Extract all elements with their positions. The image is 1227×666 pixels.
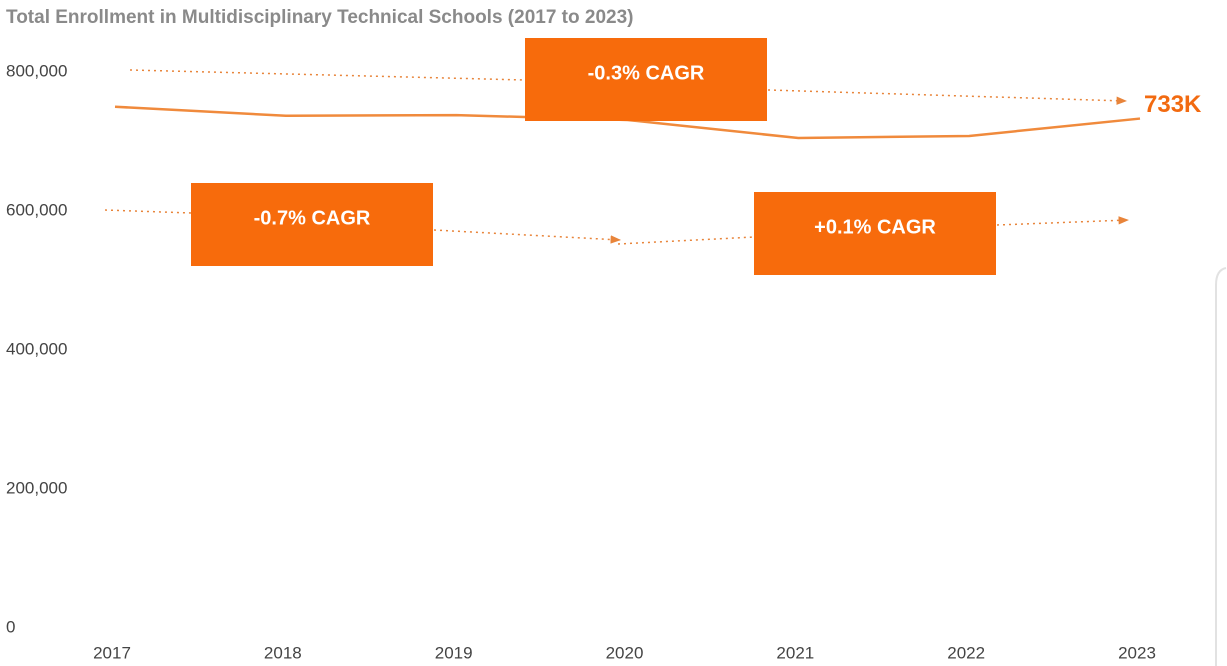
- y-tick-label: 0: [6, 617, 15, 636]
- y-tick-label: 600,000: [6, 200, 67, 219]
- x-tick-label: 2020: [606, 643, 644, 662]
- arrow: [767, 89, 1128, 105]
- annotation-text: +0.1% CAGR: [814, 216, 936, 238]
- chart-title: Total Enrollment in Multidisciplinary Te…: [6, 7, 634, 28]
- annotation-box: [754, 192, 996, 275]
- x-tick-label: 2023: [1118, 643, 1156, 662]
- y-tick-label: 800,000: [6, 61, 67, 80]
- annotation-box: [191, 183, 433, 266]
- arrow: [996, 216, 1130, 226]
- annotation-box: [525, 38, 767, 121]
- value-label: 733K: [1144, 91, 1202, 118]
- x-tick-label: 2022: [947, 643, 985, 662]
- arrow: [104, 209, 192, 214]
- y-tick-label: 400,000: [6, 339, 67, 358]
- arrow: [129, 69, 526, 81]
- x-tick-label: 2018: [264, 643, 302, 662]
- arrow: [617, 236, 755, 245]
- arrow: [433, 229, 622, 244]
- panel-edge: [1215, 267, 1227, 666]
- y-tick-label: 200,000: [6, 478, 67, 497]
- annotation-text: -0.7% CAGR: [254, 207, 371, 229]
- annotation-arrows: [104, 69, 1130, 245]
- x-tick-label: 2019: [435, 643, 473, 662]
- x-tick-label: 2021: [776, 643, 814, 662]
- x-tick-label: 2017: [93, 643, 131, 662]
- annotation-text: -0.3% CAGR: [588, 62, 705, 84]
